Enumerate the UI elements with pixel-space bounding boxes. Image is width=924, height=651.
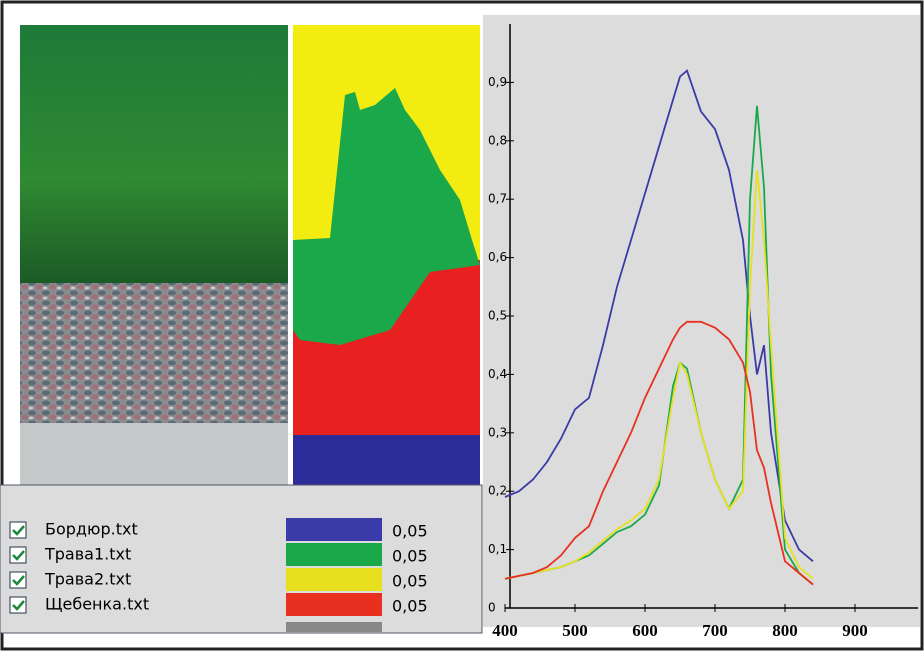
y-tick-label: 0	[488, 601, 496, 615]
y-tick-label: 0,1	[488, 542, 507, 556]
legend-panel	[0, 484, 483, 634]
checkbox	[9, 596, 27, 614]
y-tick-label: 0,9	[488, 75, 507, 89]
legend-name: Трава1.txt	[44, 545, 131, 564]
x-tick-label: 400	[492, 621, 518, 640]
legend-threshold: 0,05	[392, 572, 428, 591]
y-tick-label: 0,2	[488, 484, 507, 498]
legend-swatch	[286, 568, 382, 591]
legend-swatch	[286, 518, 382, 541]
x-tick-label: 900	[842, 621, 868, 640]
legend-name: Трава2.txt	[44, 570, 131, 589]
series-line	[504, 169, 814, 580]
legend-threshold: 0,05	[392, 522, 428, 541]
chart-panel	[483, 15, 920, 627]
checkbox-check	[12, 550, 25, 561]
legend-threshold: 0,05	[392, 547, 428, 566]
y-tick-label: 0,6	[488, 250, 507, 264]
photo	[20, 25, 288, 490]
y-tick-label: 0,5	[488, 309, 507, 323]
y-tick-label: 0,8	[488, 133, 507, 147]
series-line	[504, 69, 814, 562]
x-tick-label: 600	[632, 621, 658, 640]
checkbox-check	[12, 525, 25, 536]
series-line	[504, 320, 814, 586]
x-tick-label: 500	[562, 621, 588, 640]
checkbox-check	[12, 600, 25, 611]
x-tick-label: 800	[772, 621, 798, 640]
classification-map	[293, 25, 480, 510]
legend-swatch	[286, 543, 382, 566]
checkbox	[9, 546, 27, 564]
x-tick-label: 700	[702, 621, 728, 640]
checkbox	[9, 521, 27, 539]
checkbox	[9, 571, 27, 589]
y-tick-label: 0,3	[488, 425, 507, 439]
legend-name: Бордюр.txt	[45, 520, 138, 539]
legend-threshold: 0,05	[392, 597, 428, 616]
y-tick-label: 0,4	[488, 367, 507, 381]
legend-swatch	[286, 593, 382, 616]
checkbox-check	[12, 575, 25, 586]
y-tick-label: 0,7	[488, 192, 507, 206]
legend-name: Щебенка.txt	[45, 595, 149, 614]
legend-swatch-extra	[286, 622, 382, 632]
